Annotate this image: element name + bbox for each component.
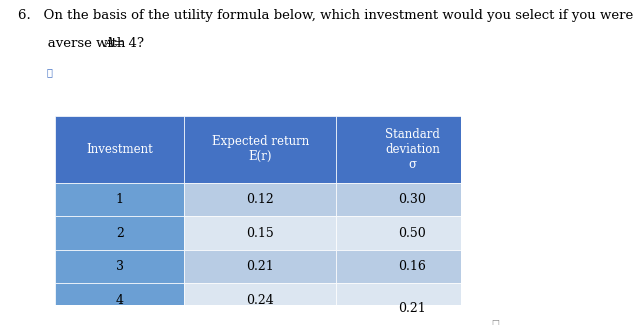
Text: 0.16: 0.16: [399, 260, 427, 273]
FancyBboxPatch shape: [337, 183, 488, 216]
Text: A: A: [104, 37, 113, 50]
Text: ⎕: ⎕: [46, 67, 52, 77]
Text: □: □: [491, 318, 499, 325]
Text: 4: 4: [116, 294, 124, 307]
FancyBboxPatch shape: [55, 283, 184, 317]
Text: 3: 3: [116, 260, 124, 273]
FancyBboxPatch shape: [337, 216, 488, 250]
Text: = 4?: = 4?: [109, 37, 144, 50]
FancyBboxPatch shape: [337, 283, 488, 317]
FancyBboxPatch shape: [184, 116, 337, 183]
FancyBboxPatch shape: [55, 116, 184, 183]
Text: 0.12: 0.12: [247, 193, 275, 206]
FancyBboxPatch shape: [337, 116, 488, 183]
Text: 0.15: 0.15: [247, 227, 275, 240]
FancyBboxPatch shape: [337, 250, 488, 283]
FancyBboxPatch shape: [184, 216, 337, 250]
Text: 2: 2: [116, 227, 124, 240]
Text: 0.50: 0.50: [399, 227, 426, 240]
Text: 0.24: 0.24: [247, 294, 275, 307]
FancyBboxPatch shape: [55, 183, 184, 216]
Text: 6.   On the basis of the utility formula below, which investment would you selec: 6. On the basis of the utility formula b…: [18, 9, 634, 22]
FancyBboxPatch shape: [55, 216, 184, 250]
Text: 1: 1: [116, 193, 124, 206]
Text: Investment: Investment: [86, 143, 153, 156]
Text: averse with: averse with: [18, 37, 130, 50]
FancyBboxPatch shape: [184, 250, 337, 283]
Text: Standard
deviation
σ: Standard deviation σ: [385, 128, 440, 171]
Text: 0.21: 0.21: [399, 302, 426, 315]
Text: Expected return
E(r): Expected return E(r): [212, 135, 309, 163]
Text: 0.30: 0.30: [399, 193, 427, 206]
FancyBboxPatch shape: [55, 250, 184, 283]
FancyBboxPatch shape: [184, 283, 337, 317]
Text: 0.21: 0.21: [247, 260, 275, 273]
FancyBboxPatch shape: [184, 183, 337, 216]
